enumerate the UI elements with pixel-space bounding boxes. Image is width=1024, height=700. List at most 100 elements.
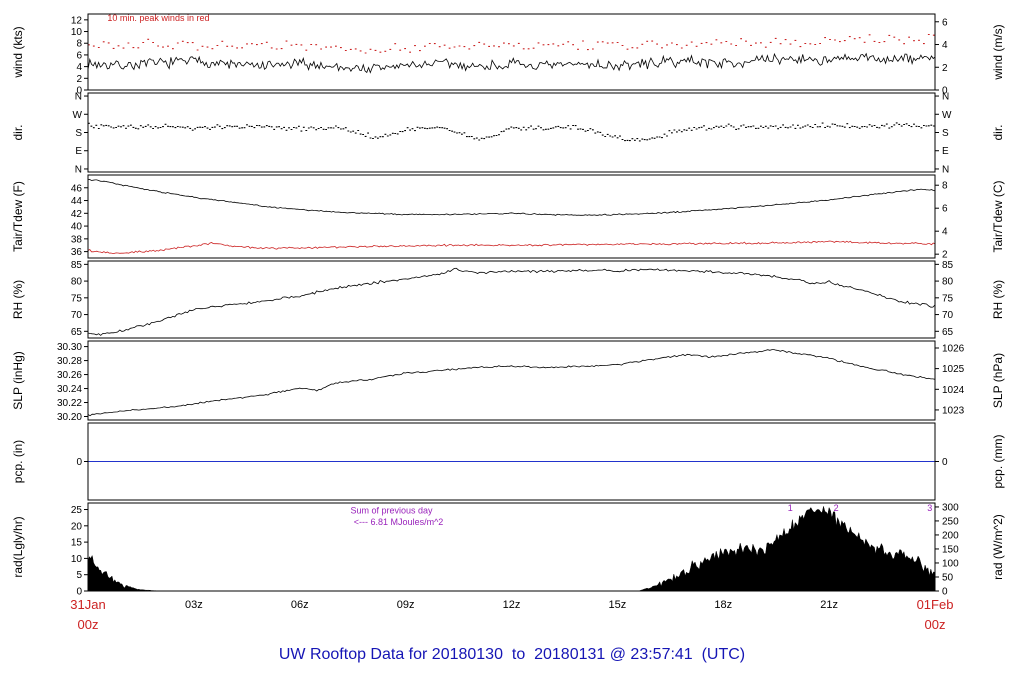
weather-station-chart: 0 2 4 6 8 10 12 0 2 4 6 wind (kts) wind (m/s) 10 min.… — [11, 13, 1005, 632]
panel-border — [87, 422, 936, 501]
ytick-label-left: 36 — [71, 247, 83, 258]
ytick-label-right: 100 — [942, 558, 959, 569]
ytick-label-left: 15 — [71, 538, 83, 549]
xtick-label: 06z — [291, 599, 309, 611]
ytick-label-right: 250 — [942, 516, 959, 527]
panel-border — [87, 260, 936, 339]
ytick-label-right: 0 — [942, 457, 948, 468]
panel-border — [87, 92, 936, 173]
annotation: <--- 6.81 MJoules/m^2 — [354, 517, 444, 527]
ytick-label-right: 0 — [942, 587, 948, 598]
ytick-label-left: 0 — [76, 457, 82, 468]
ytick-label-right: 300 — [942, 502, 959, 513]
ytick-label-right: 6 — [942, 204, 948, 215]
ylabel-left: RH (%) — [11, 280, 25, 319]
ytick-label-left: 4 — [76, 62, 82, 73]
panel-rad: 0510152025050100150200250300rad(Lgly/hr)… — [11, 502, 1005, 597]
ytick-label-right: N — [942, 92, 949, 103]
date-label: 31Jan — [70, 597, 105, 612]
ylabel-left: SLP (inHg) — [11, 351, 25, 409]
annotation: 1 — [788, 503, 793, 513]
ytick-label-left: 25 — [71, 505, 83, 516]
ytick-label-right: 6 — [942, 17, 948, 28]
ylabel-left: pcp. (in) — [11, 440, 25, 483]
ytick-label-right: 8 — [942, 181, 948, 192]
ytick-label-left: 80 — [71, 277, 83, 288]
ytick-label-left: 75 — [71, 293, 83, 304]
ytick-label-right: 75 — [942, 293, 954, 304]
ytick-label-left: 20 — [71, 521, 83, 532]
annotation: 10 min. peak winds in red — [107, 13, 209, 23]
date-label: 00z — [925, 617, 946, 632]
panel-rh: 65 70 75 80 85 65 70 75 80 85 RH (%) RH (%) — [11, 260, 1005, 339]
ytick-label-left: 70 — [71, 310, 83, 321]
ylabel-right: Tair/Tdew (C) — [991, 180, 1005, 252]
ytick-label-left: 0 — [76, 86, 82, 97]
xtick-label: 18z — [714, 599, 732, 611]
series-wind-direction — [88, 122, 935, 142]
ytick-label-left: 38 — [71, 234, 83, 245]
ytick-label-right: 1026 — [942, 343, 965, 354]
ytick-label-right: 2 — [942, 250, 948, 261]
ytick-label-right: 50 — [942, 572, 954, 583]
xtick-label: 03z — [185, 599, 203, 611]
ytick-label-right: 65 — [942, 327, 954, 338]
ytick-label-left: 40 — [71, 222, 83, 233]
xtick-label: 15z — [609, 599, 627, 611]
ytick-label-left: 30.28 — [57, 356, 82, 367]
series-wind-peak — [88, 33, 935, 54]
ytick-label-left: 6 — [76, 50, 82, 61]
xtick-label: 09z — [397, 599, 415, 611]
ytick-label-left: 10 — [71, 554, 83, 565]
ytick-label-left: 12 — [71, 15, 83, 26]
ytick-label-right: 70 — [942, 310, 954, 321]
ytick-label-right: 200 — [942, 530, 959, 541]
xtick-label: 12z — [503, 599, 521, 611]
series-relative-humidity — [88, 267, 935, 336]
ytick-label-right: N — [942, 164, 949, 175]
ytick-label-left: 46 — [71, 183, 83, 194]
ytick-label-left: 30.26 — [57, 370, 82, 381]
ytick-label-left: 30.20 — [57, 412, 82, 423]
ytick-label-left: N — [75, 92, 82, 103]
ytick-label-left: 2 — [76, 74, 82, 85]
ytick-label-right: 150 — [942, 544, 959, 555]
annotation: 2 — [834, 503, 839, 513]
xtick-label: 21z — [820, 599, 838, 611]
ytick-label-left: S — [75, 128, 82, 139]
ytick-label-left: 10 — [71, 27, 83, 38]
ylabel-right: dir. — [991, 124, 1005, 140]
ytick-label-left: W — [73, 110, 83, 121]
ytick-label-right: 4 — [942, 227, 948, 238]
series-sea-level-pressure — [88, 349, 935, 417]
ytick-label-right: 4 — [942, 40, 948, 51]
ytick-label-left: 5 — [76, 570, 82, 581]
annotation: 3 — [927, 503, 932, 513]
ytick-label-right: 80 — [942, 277, 954, 288]
ytick-label-left: 0 — [76, 587, 82, 598]
ytick-label-left: 30.24 — [57, 384, 82, 395]
chart-title: UW Rooftop Data for 20180130 to 20180131… — [278, 646, 746, 663]
series-wind-avg — [88, 52, 935, 74]
date-label: 00z — [78, 617, 99, 632]
ytick-label-right: 85 — [942, 260, 954, 271]
ylabel-right: SLP (hPa) — [991, 353, 1005, 408]
panel-slp: 30.20 30.22 30.24 30.26 30.28 30.30 1023 1024 10… — [11, 340, 1005, 423]
series-air-temp — [88, 179, 935, 216]
ylabel-right: rad (W/m^2) — [991, 514, 1005, 580]
panel-border — [87, 340, 936, 421]
ytick-label-right: 1023 — [942, 405, 965, 416]
panel-pcp: 0 0 pcp. (in) pcp. (mm) — [11, 422, 1005, 501]
ytick-label-left: 30.30 — [57, 342, 82, 353]
ytick-label-left: 8 — [76, 39, 82, 50]
date-label: 01Feb — [917, 597, 954, 612]
ytick-label-right: E — [942, 146, 949, 157]
series-dewpoint — [88, 240, 935, 254]
ytick-label-left: E — [75, 146, 82, 157]
ytick-label-left: 65 — [71, 327, 83, 338]
ytick-label-right: 1025 — [942, 364, 965, 375]
ytick-label-right: W — [942, 110, 952, 121]
